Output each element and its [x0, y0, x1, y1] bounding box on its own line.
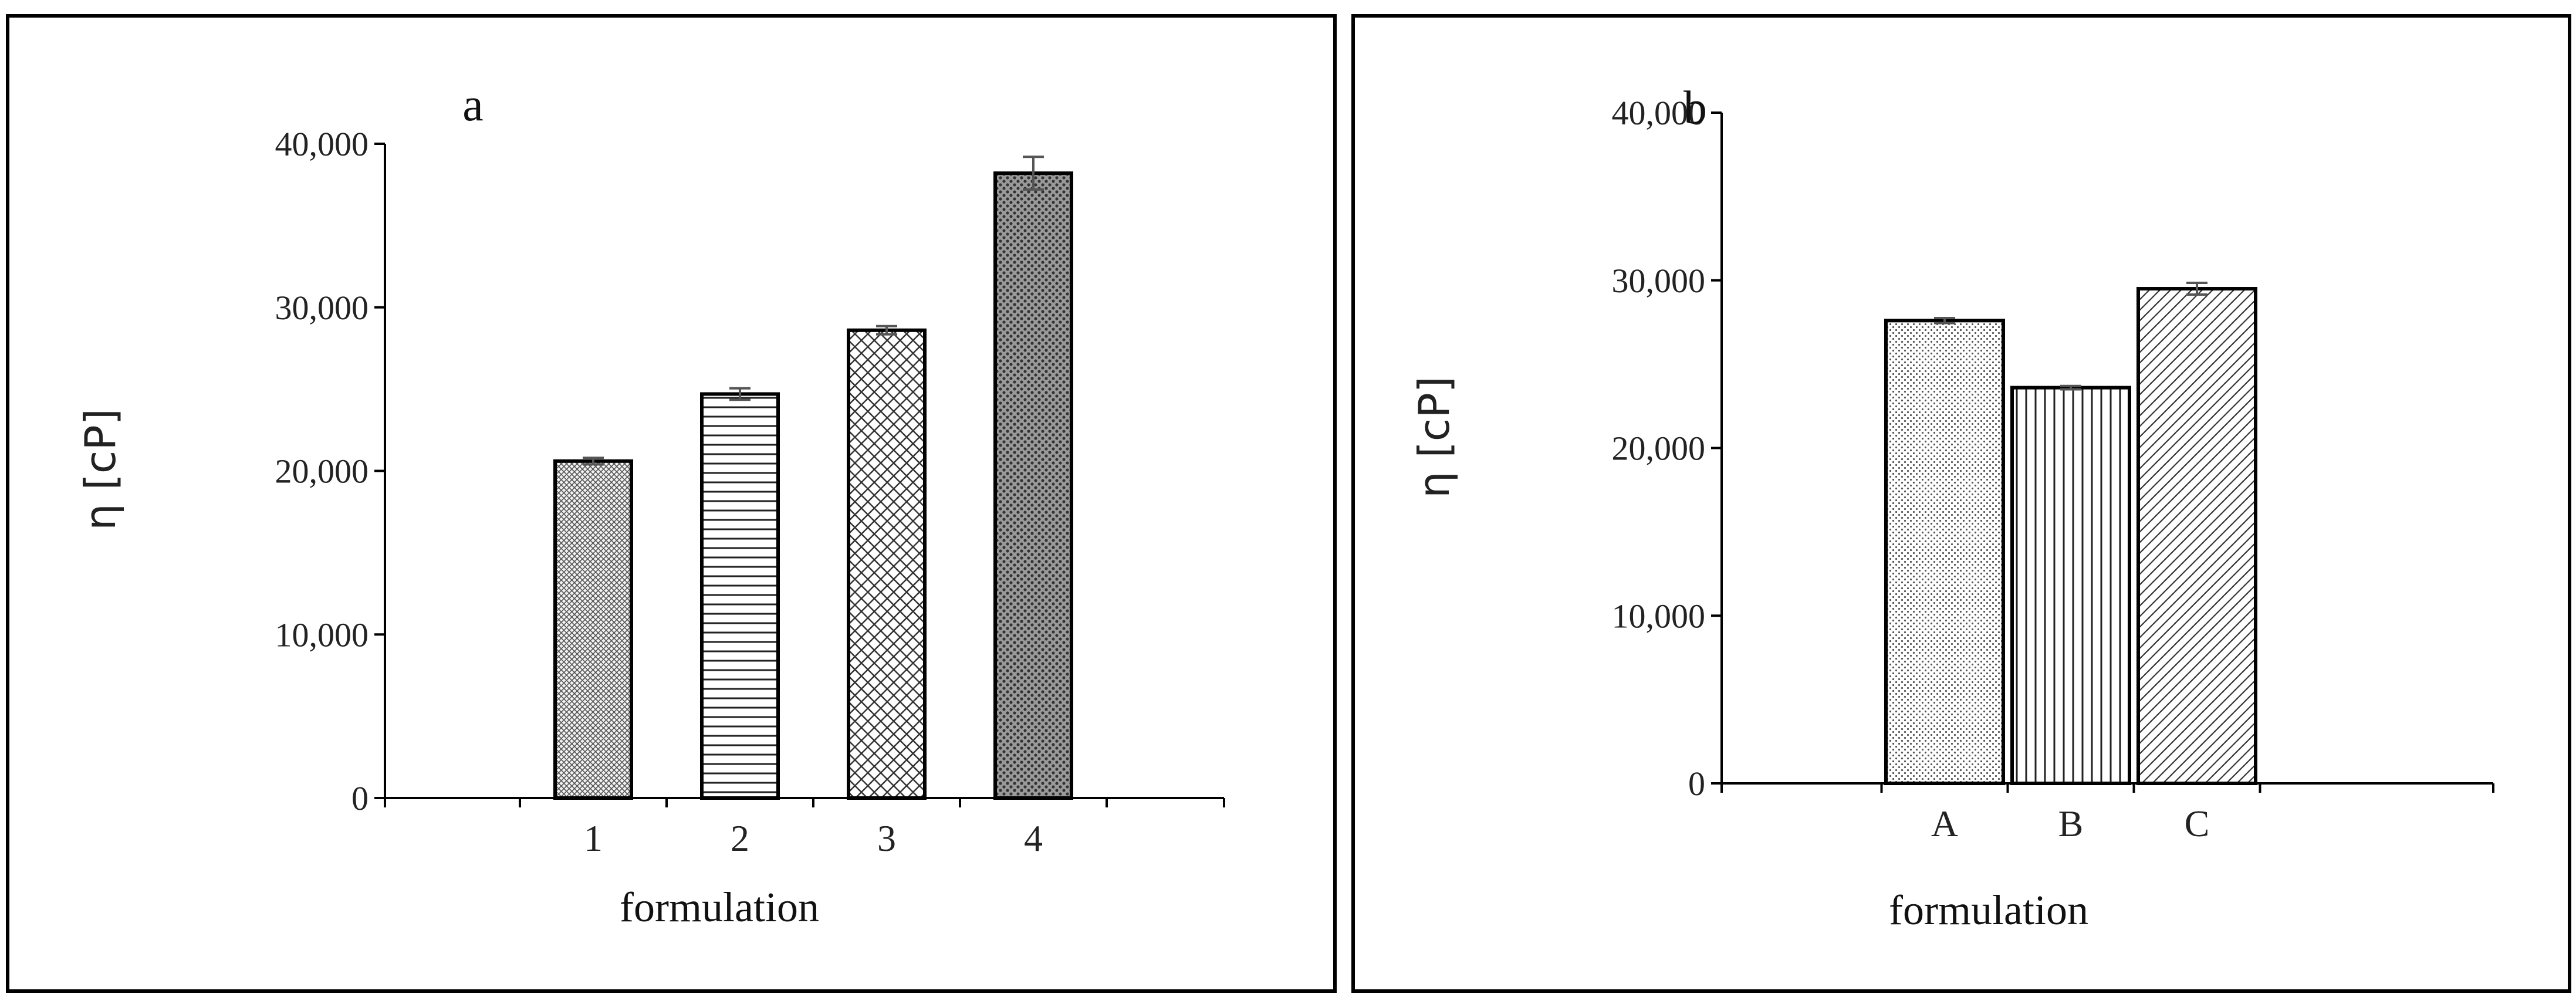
- a-y-tick-label: 10,000: [275, 616, 369, 654]
- chart-a-svg: 0 10,000 20,000 30,000 40,000 1 2 3 4 formulation…: [76, 79, 1225, 931]
- a-x-axis-title: formulation: [620, 884, 819, 931]
- b-panel-label: b: [1683, 82, 1707, 134]
- b-y-tick-label: 10,000: [1612, 597, 1706, 635]
- b-category-label-B: B: [2058, 803, 2084, 844]
- b-y-axis-title: η [cP]: [1409, 376, 1459, 498]
- a-y-tick-label: 30,000: [275, 289, 369, 327]
- a-category-label-4: 4: [1024, 817, 1043, 859]
- a-bar-1: [553, 459, 633, 800]
- b-bar-C: [2136, 287, 2257, 786]
- a-category-label-1: 1: [584, 817, 603, 859]
- a-y-axis-title: η [cP]: [76, 408, 125, 530]
- a-y-tick-label: 0: [351, 779, 369, 817]
- a-bar-4: [993, 171, 1073, 800]
- b-y-tick-label: 20,000: [1612, 430, 1706, 468]
- b-category-label-A: A: [1931, 803, 1958, 844]
- a-category-label-2: 2: [731, 817, 749, 859]
- b-x-axis-title: formulation: [1889, 887, 2088, 934]
- a-bar-2: [700, 392, 780, 800]
- b-y-tick-label: 0: [1688, 765, 1705, 803]
- chart-panel-a: 0 10,000 20,000 30,000 40,000 1 2 3 4 formulation…: [6, 14, 1337, 993]
- a-y-tick-label: 40,000: [275, 125, 369, 163]
- a-panel-label: a: [462, 79, 484, 131]
- b-y-tick-label: 40,000: [1612, 94, 1706, 132]
- a-category-label-3: 3: [877, 817, 896, 859]
- b-bar-A: [1884, 319, 2005, 785]
- a-bar-3: [847, 328, 927, 800]
- b-category-label-C: C: [2185, 803, 2210, 844]
- b-bar-B: [2010, 386, 2131, 785]
- a-y-tick-label: 20,000: [275, 452, 369, 491]
- b-y-tick-label: 30,000: [1612, 262, 1706, 300]
